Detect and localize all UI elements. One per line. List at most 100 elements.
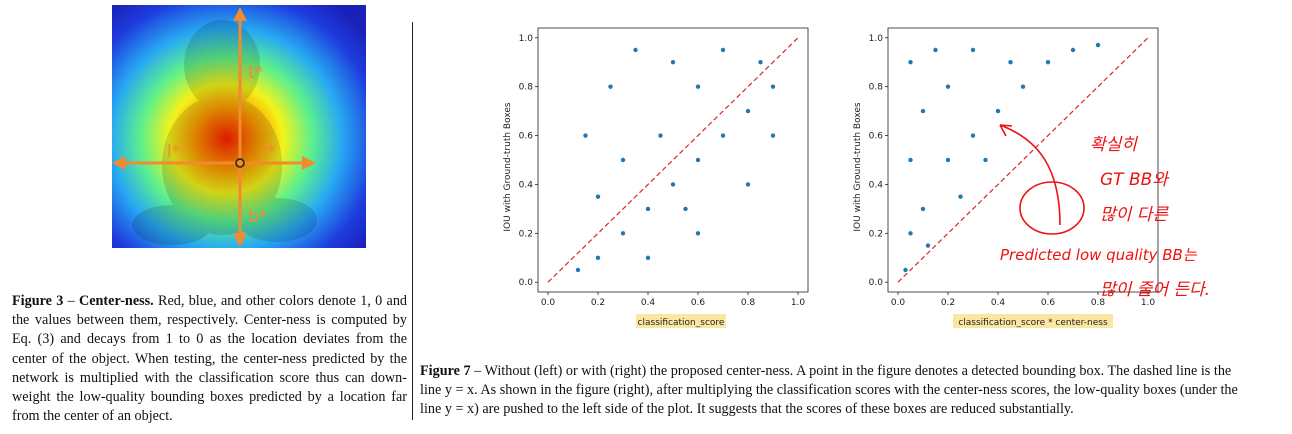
scatter-point — [758, 60, 763, 65]
scatter-point — [958, 194, 963, 199]
x-tick-label: 0.2 — [941, 298, 955, 308]
label-r: r* — [260, 142, 276, 162]
tick-labels: 0.0 0.2 0.4 0.6 0.8 1.0 0.0 0.2 0.4 0.6 0.8 1.0 — [869, 34, 1156, 308]
y-tick-label: 0.0 — [869, 278, 884, 288]
scatter-point — [695, 84, 701, 89]
x-tick-label: 0.6 — [691, 298, 706, 308]
x-tick-label: 0.8 — [1091, 298, 1106, 308]
y-tick-label: 0.0 — [519, 278, 534, 288]
x-axis-label-highlight — [953, 314, 1113, 328]
scatter-point — [620, 231, 626, 236]
scatter-point — [1045, 60, 1051, 65]
scatter-point — [1070, 47, 1076, 53]
scatter-point — [933, 47, 938, 53]
scatter-point — [745, 182, 751, 187]
scatter-point — [770, 133, 776, 138]
scatter-point — [1095, 42, 1101, 48]
x-tick-label: 0.0 — [891, 298, 906, 308]
scatter-point — [983, 157, 988, 163]
scatter-point — [670, 60, 676, 65]
y-tick-label: 0.4 — [869, 180, 884, 190]
x-tick-label: 0.4 — [991, 298, 1006, 308]
x-axis-label: classification_score — [638, 318, 725, 328]
scatter-point — [903, 267, 908, 273]
scatter-point — [595, 255, 601, 260]
scatter-point — [620, 157, 626, 163]
scatter-plot-left: 0.0 0.2 0.4 0.6 0.8 1.0 0.0 0.2 0.4 0.6 0.8 1.0 IOU… — [503, 27, 809, 328]
scatter-point — [908, 60, 913, 65]
scatter-point — [645, 255, 651, 260]
scatter-plot-right: 0.0 0.2 0.4 0.6 0.8 1.0 0.0 0.2 0.4 0.6 0.8 1.0 IOU… — [853, 27, 1159, 328]
x-tick-label: 1.0 — [791, 298, 806, 308]
scatter-point — [645, 206, 651, 212]
scatter-point — [670, 182, 676, 187]
tick-labels: 0.0 0.2 0.4 0.6 0.8 1.0 0.0 0.2 0.4 0.6 0.8 1.0 — [519, 34, 806, 308]
reference-line — [547, 37, 799, 283]
center-ness-arrows — [112, 7, 316, 247]
scatter-point — [720, 133, 726, 138]
x-tick-label: 0.6 — [1041, 298, 1056, 308]
label-t: t* — [248, 63, 263, 83]
x-tick-label: 1.0 — [1141, 298, 1156, 308]
figure-7-label: Figure 7 — [420, 363, 471, 379]
scatter-point — [995, 108, 1001, 114]
y-tick-label: 0.8 — [869, 83, 884, 93]
scatter-point — [920, 108, 926, 114]
scatter-points — [897, 37, 1149, 283]
figure-7-sep: – — [470, 363, 485, 379]
scatter-point — [608, 84, 613, 89]
scatter-point — [970, 47, 976, 53]
scatter-point — [658, 133, 663, 138]
scatter-point — [720, 47, 726, 53]
plot-frame — [537, 27, 809, 293]
scatter-point — [583, 133, 588, 138]
y-axis-label: IOU with Ground-truth Boxes — [503, 102, 513, 232]
scatter-point — [920, 206, 926, 212]
y-tick-label: 1.0 — [869, 34, 884, 44]
figure-3-sep: – — [63, 293, 79, 309]
x-tick-label: 0.2 — [591, 298, 605, 308]
scatter-point — [770, 84, 776, 89]
x-axis-label: classification_score * center-ness — [958, 318, 1108, 328]
x-axis-label-highlight — [636, 314, 726, 328]
y-tick-label: 1.0 — [519, 34, 534, 44]
scatter-point — [745, 108, 751, 114]
x-tick-label: 0.8 — [741, 298, 756, 308]
column-divider — [412, 22, 413, 420]
y-axis-label: IOU with Ground-truth Boxes — [853, 102, 863, 232]
label-l: l* — [167, 142, 180, 162]
scatter-point — [575, 267, 581, 273]
scatter-point — [908, 157, 913, 163]
scatter-point — [633, 47, 638, 53]
scatter-point — [1020, 84, 1026, 89]
scatter-point — [695, 157, 701, 163]
scatter-points — [547, 37, 799, 283]
x-tick-label: 0.4 — [641, 298, 656, 308]
y-tick-label: 0.6 — [519, 132, 534, 142]
scatter-point — [945, 157, 951, 163]
scatter-point — [908, 231, 913, 236]
x-tick-label: 0.0 — [541, 298, 556, 308]
figure-3-label: Figure 3 — [12, 293, 64, 309]
figure-3-title: Center-ness. — [78, 293, 154, 309]
y-tick-label: 0.6 — [869, 132, 884, 142]
figure-3-caption: Figure 3 – Center-ness. Red, blue, and o… — [12, 292, 407, 426]
scatter-point — [683, 206, 688, 212]
label-b: b* — [248, 207, 267, 227]
scatter-point — [945, 84, 951, 89]
plot-axes — [885, 27, 1159, 295]
scatter-point — [925, 243, 931, 248]
plot-frame — [887, 27, 1159, 293]
scatter-point — [695, 231, 701, 236]
figure-3-heatmap-image: t* l* r* b* — [112, 5, 366, 248]
figure-7-text: Without (left) or with (right) the propo… — [420, 363, 1238, 418]
y-tick-label: 0.8 — [519, 83, 534, 93]
reference-line — [897, 37, 1149, 283]
scatter-point — [595, 194, 601, 199]
y-tick-label: 0.2 — [519, 229, 533, 239]
figure-3-text: Red, blue, and other colors denote 1, 0 … — [12, 293, 408, 425]
y-tick-label: 0.2 — [869, 229, 883, 239]
y-tick-label: 0.4 — [519, 180, 534, 190]
figure-7-caption: Figure 7 – Without (left) or with (right… — [420, 362, 1250, 420]
scatter-point — [970, 133, 976, 138]
